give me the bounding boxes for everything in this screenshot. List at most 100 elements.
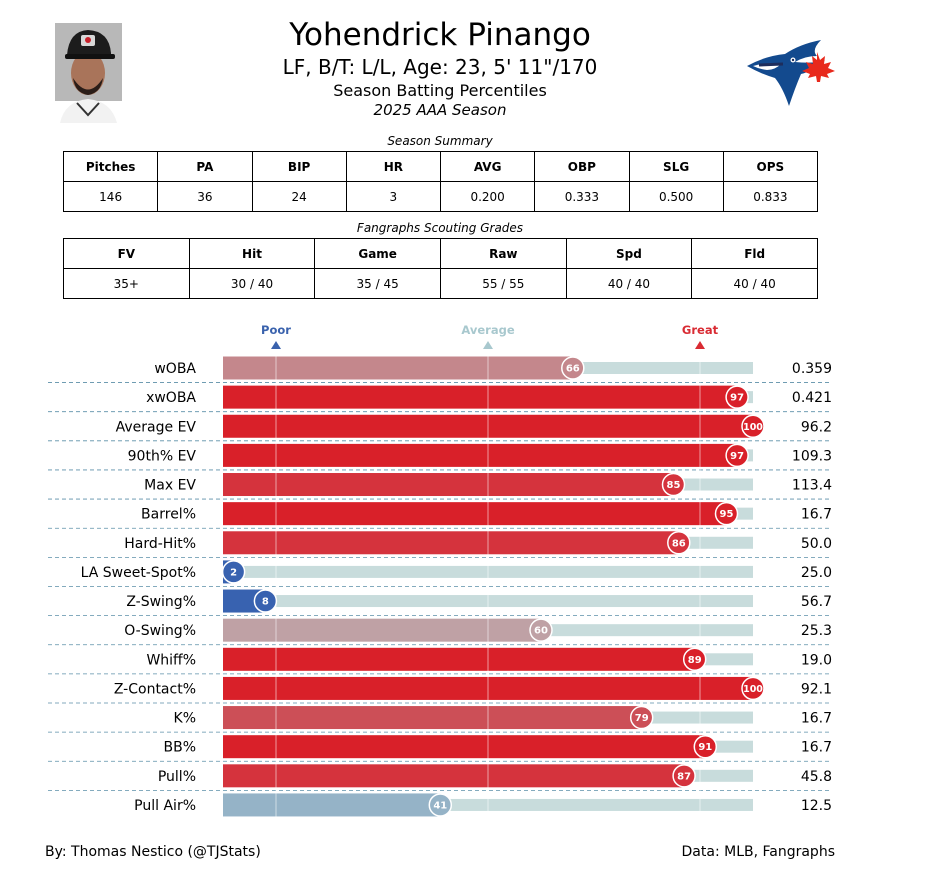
table-header-row: FV Hit Game Raw Spd Fld (63, 238, 818, 269)
player-headshot (55, 23, 122, 123)
grades-cell: 55 / 55 (439, 268, 567, 299)
percentile-circle (672, 764, 696, 788)
metric-value: 16.7 (801, 740, 832, 756)
summary-cell: 0.333 (534, 181, 630, 212)
summary-caption: Season Summary (387, 134, 493, 148)
percentile-label: 100 (743, 422, 763, 433)
percentile-label: 95 (720, 509, 734, 520)
percentile-label: 97 (730, 393, 744, 404)
percentile-circle (682, 647, 707, 672)
percentile-bar (223, 793, 441, 817)
percentile-label: 41 (433, 800, 447, 811)
metric-label: Pull% (158, 769, 196, 785)
marker-label: Average (461, 323, 514, 337)
metric-value: 113.4 (792, 478, 832, 494)
metric-label: Max EV (144, 478, 196, 494)
metric-label: LA Sweet-Spot% (81, 565, 196, 581)
percentile-circle (253, 589, 278, 613)
season-label: 2025 AAA Season (373, 101, 507, 119)
percentile-circle (561, 356, 585, 380)
metric-label: Pull Air% (134, 798, 196, 814)
scouting-grades-table: FV Hit Game Raw Spd Fld 35+ 30 / 40 35 /… (63, 238, 818, 299)
percentile-label: 66 (566, 364, 580, 375)
percentile-bar (223, 764, 685, 788)
metric-value: 50.0 (801, 536, 832, 552)
summary-header: SLG (628, 151, 724, 182)
percentile-label: 8 (262, 597, 269, 608)
metric-value: 56.7 (801, 594, 832, 610)
percentile-circle (693, 734, 718, 759)
table-header-row: Pitches PA BIP HR AVG OBP SLG OPS (62, 151, 819, 182)
metric-label: Z-Contact% (114, 681, 196, 697)
summary-cell: 0.200 (439, 181, 536, 212)
percentile-circle (741, 414, 765, 439)
grades-header: Hit (188, 238, 316, 269)
metric-label: Whiff% (146, 652, 196, 668)
metric-value: 92.1 (801, 681, 832, 697)
grades-cell: 40 / 40 (691, 268, 818, 299)
percentile-label: 86 (672, 538, 686, 549)
percentile-bar (223, 647, 695, 671)
percentile-label: 89 (688, 655, 702, 666)
metric-value: 0.421 (792, 390, 832, 406)
percentile-bar (223, 356, 573, 380)
metric-value: 19.0 (801, 652, 832, 668)
grades-cell: 40 / 40 (565, 268, 693, 299)
marker-triangle (271, 341, 281, 349)
percentile-circle (725, 385, 749, 409)
percentile-label: 85 (667, 480, 681, 491)
summary-cell: 146 (62, 181, 159, 212)
metric-label: BB% (163, 740, 196, 756)
percentile-bar (223, 618, 541, 642)
season-summary-table: Pitches PA BIP HR AVG OBP SLG OPS 146 36… (62, 151, 819, 212)
summary-header: OBP (534, 151, 630, 182)
percentile-circle (725, 443, 749, 468)
percentile-circle (428, 793, 453, 817)
percentile-label: 79 (635, 713, 649, 724)
metric-value: 45.8 (801, 769, 832, 785)
metric-label: O-Swing% (124, 623, 196, 639)
summary-cell: 36 (157, 181, 253, 212)
percentile-bar (223, 706, 642, 730)
table-row: 146 36 24 3 0.200 0.333 0.500 0.833 (62, 181, 819, 212)
percentile-bar (223, 443, 738, 467)
summary-header: AVG (439, 151, 536, 182)
percentile-label: 2 (230, 567, 237, 578)
marker-triangle (695, 341, 705, 349)
metric-value: 25.0 (801, 565, 832, 581)
summary-cell: 24 (251, 181, 347, 212)
percentile-bar (223, 735, 706, 759)
percentile-circle (529, 618, 553, 642)
grades-header: Raw (439, 238, 567, 269)
metric-label: K% (174, 711, 196, 727)
player-bio: LF, B/T: L/L, Age: 23, 5' 11"/170 (282, 55, 598, 79)
percentile-chart: Poor Average Great wOBA 0.359 xwOBA 0.421 Avera… (48, 323, 832, 817)
percentile-circle (221, 560, 246, 584)
grades-cell: 35+ (63, 268, 190, 299)
grades-header: FV (63, 238, 190, 269)
percentile-label: 100 (743, 684, 763, 695)
percentile-label: 91 (698, 742, 712, 753)
metric-label: Hard-Hit% (124, 536, 196, 552)
marker-label: Great (682, 323, 719, 337)
percentile-bar (223, 531, 679, 555)
percentile-circle (741, 676, 765, 701)
metric-value: 0.359 (792, 361, 832, 377)
percentile-bar (223, 385, 738, 409)
metric-value: 109.3 (792, 448, 832, 464)
percentile-circle (667, 531, 691, 555)
percentile-bar (223, 502, 727, 526)
percentile-bar (223, 589, 266, 613)
grades-cell: 35 / 45 (314, 268, 441, 299)
percentile-circle (661, 472, 686, 497)
summary-header: OPS (722, 151, 819, 182)
metric-label: Average EV (116, 419, 197, 435)
percentile-bar (223, 473, 674, 497)
summary-cell: 3 (345, 181, 442, 212)
metric-value: 25.3 (801, 623, 832, 639)
metric-label: 90th% EV (128, 448, 197, 464)
percentile-label: 60 (534, 626, 548, 637)
marker-label: Poor (261, 323, 291, 337)
metric-value: 16.7 (801, 711, 832, 727)
footer-source: Data: MLB, Fangraphs (681, 844, 835, 860)
